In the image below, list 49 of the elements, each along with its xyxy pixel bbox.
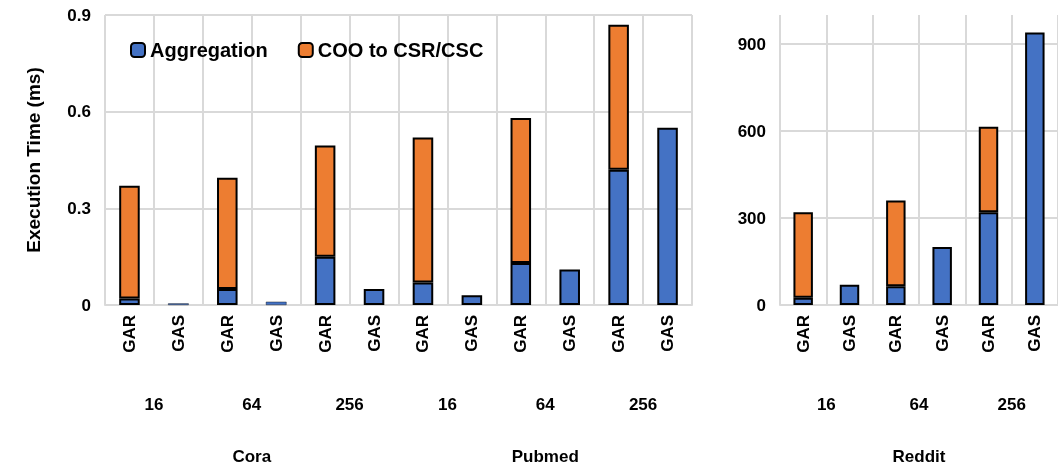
x-tick-label: GAS (840, 315, 859, 352)
y-tick-label: 900 (737, 34, 766, 54)
x-tick-label: GAS (168, 315, 188, 352)
y-tick-label: 0 (81, 295, 91, 315)
x-tick-label: GAS (560, 315, 580, 352)
x-tick-label: GAR (217, 315, 237, 353)
bar (932, 247, 952, 305)
text: 64 (535, 395, 556, 414)
bar (265, 301, 287, 305)
y-tick-label: 0.9 (67, 5, 91, 25)
x-tick-label: GAS (1025, 315, 1045, 352)
bar (461, 295, 483, 305)
legend-label: Aggregation (150, 39, 268, 61)
y-tick-label: 0.6 (67, 102, 91, 122)
bar (1025, 32, 1045, 305)
text: 16 (816, 395, 836, 414)
x-tick-label: GAS (266, 315, 286, 352)
y-tick-label: 300 (737, 208, 766, 228)
y-tick-label: 600 (737, 121, 766, 141)
x-tick-label: GAR (886, 315, 906, 353)
bar (559, 269, 580, 305)
y-tick-label: 0 (756, 295, 766, 315)
x-tick-label: GAR (511, 315, 531, 353)
text: 256 (628, 395, 658, 414)
x-tick-label: GAS (462, 315, 482, 352)
text: Pubmed (511, 447, 579, 466)
text: 64 (909, 395, 929, 414)
y-tick-label: 0.3 (67, 198, 91, 218)
x-tick-label: GAR (609, 315, 629, 353)
text: 64 (242, 395, 262, 414)
text: 16 (144, 395, 164, 414)
y-axis-title: Execution Time (ms) (23, 67, 44, 253)
x-tick-label: GAR (119, 315, 139, 353)
x-tick-label: GAS (364, 315, 384, 352)
text: 16 (437, 395, 457, 414)
bar (657, 127, 678, 305)
text: 256 (335, 395, 364, 414)
x-tick-label: GAR (979, 315, 998, 353)
text: 256 (997, 395, 1026, 414)
bar (363, 288, 385, 305)
x-tick-label: GAS (932, 315, 952, 352)
x-tick-label: GAS (658, 315, 678, 352)
text: Cora (232, 447, 272, 466)
x-tick-label: GAR (413, 315, 433, 353)
text: Reddit (892, 447, 946, 466)
x-tick-label: GAR (793, 315, 813, 353)
legend-label: COO to CSR/CSC (317, 39, 484, 61)
bar (839, 284, 860, 305)
x-tick-label: GAR (315, 315, 335, 353)
